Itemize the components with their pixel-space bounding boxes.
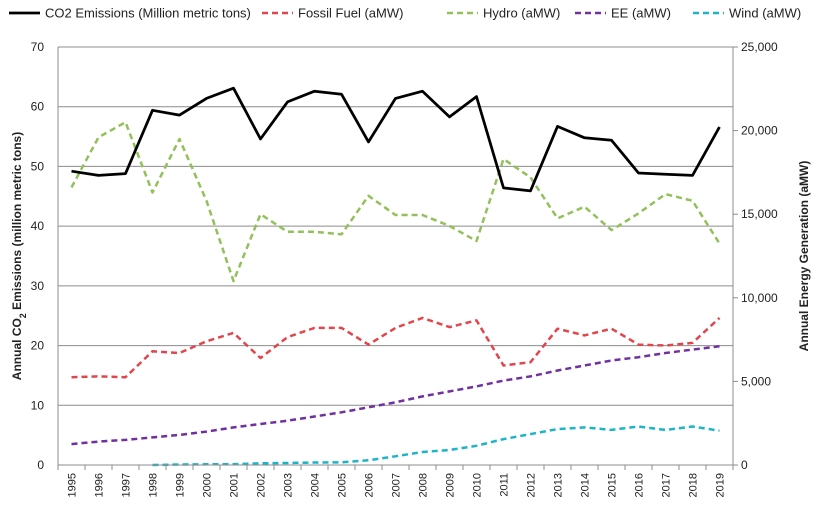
x-axis-ticks: 1995 1996 1997 1998 1999 2000 2001 2002 2003 2004… [57, 465, 734, 497]
x-tick-label: 2001 [229, 473, 241, 497]
x-tick-label: 1998 [148, 473, 160, 497]
right-tick-label: 25,000 [741, 40, 778, 54]
legend-label: Fossil Fuel (aMW) [298, 6, 403, 21]
series-line-0 [71, 86, 721, 193]
x-tick-label: 2000 [202, 473, 214, 497]
left-axis-ticks: 0 10 20 30 40 50 60 70 [31, 40, 45, 472]
x-tick-label: 2014 [580, 473, 592, 497]
x-tick-label: 2015 [607, 473, 619, 497]
series-line-4 [152, 425, 720, 467]
right-tick-label: 5,000 [741, 374, 771, 388]
legend: CO2 Emissions (Million metric tons) Fossi… [9, 6, 801, 21]
x-tick-label: 1999 [175, 473, 187, 497]
series-line-2 [70, 120, 721, 283]
right-tick-label: 15,000 [741, 207, 778, 221]
left-tick-label: 20 [31, 339, 45, 353]
right-tick-label: 0 [741, 458, 748, 472]
left-tick-label: 40 [31, 219, 45, 233]
x-tick-label: 2012 [526, 473, 538, 497]
legend-label: CO2 Emissions (Million metric tons) [45, 6, 251, 21]
left-tick-label: 10 [31, 398, 45, 412]
x-tick-label: 2006 [364, 473, 376, 497]
gridlines [58, 46, 733, 406]
left-tick-label: 70 [31, 40, 45, 54]
x-tick-label: 2016 [634, 473, 646, 497]
x-tick-label: 2018 [688, 473, 700, 497]
left-tick-label: 30 [31, 279, 45, 293]
series-line-1 [71, 316, 721, 379]
legend-label: Wind (aMW) [729, 6, 801, 21]
x-tick-label: 2011 [499, 473, 511, 497]
right-tick-label: 20,000 [741, 124, 778, 138]
left-tick-label: 0 [37, 458, 44, 472]
series-lines [70, 86, 721, 467]
x-tick-label: 2009 [445, 473, 457, 497]
legend-label: EE (aMW) [611, 6, 671, 21]
right-axis-title: Annual Energy Generation (aMW) [797, 161, 811, 352]
x-tick-label: 2019 [715, 473, 727, 497]
left-tick-label: 60 [31, 100, 45, 114]
left-axis-title: Annual CO2 Emissions (million metric ton… [10, 132, 28, 380]
x-tick-label: 2017 [661, 473, 673, 497]
x-tick-label: 2003 [283, 473, 295, 497]
x-tick-label: 2002 [256, 473, 268, 497]
x-tick-label: 2010 [472, 473, 484, 497]
x-tick-label: 2013 [553, 473, 565, 497]
x-tick-label: 1995 [67, 473, 79, 497]
right-tick-label: 10,000 [741, 291, 778, 305]
legend-label: Hydro (aMW) [483, 6, 560, 21]
x-tick-label: 2008 [418, 473, 430, 497]
x-tick-label: 2004 [310, 473, 322, 497]
x-tick-label: 1996 [94, 473, 106, 497]
x-tick-label: 2005 [337, 473, 349, 497]
axes [57, 47, 734, 466]
right-axis-ticks: 0 5,000 10,000 15,000 20,000 25,000 [733, 40, 778, 472]
x-tick-label: 2007 [391, 473, 403, 497]
x-tick-label: 1997 [121, 473, 133, 497]
left-tick-label: 50 [31, 159, 45, 173]
